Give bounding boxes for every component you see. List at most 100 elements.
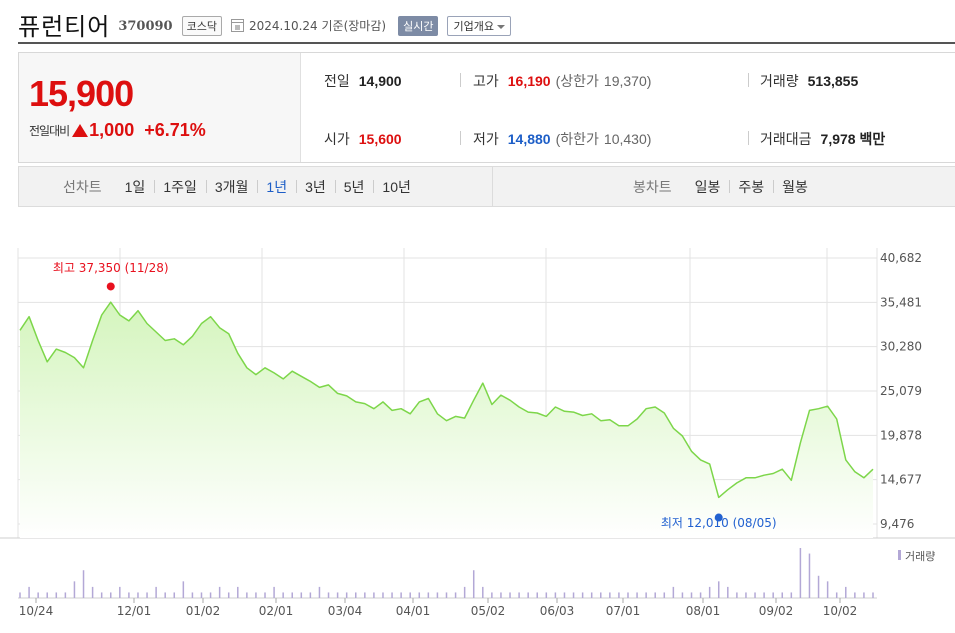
volume-value: 513,855 — [807, 73, 859, 89]
volume-bar — [482, 586, 484, 598]
x-tick-label: 10/24 — [19, 604, 54, 618]
trade-value-value: 7,978 백만 — [820, 131, 886, 147]
quote-panel: 15,900 전일대비 1,000 +6.71% 전일 14,900 시가 15… — [18, 52, 955, 163]
volume-bar — [763, 592, 765, 598]
volume-bar — [590, 592, 593, 598]
volume-bar — [409, 592, 411, 598]
x-tick-label: 09/02 — [759, 604, 794, 618]
volume-bar — [218, 586, 221, 598]
prev-close-value: 14,900 — [358, 73, 402, 89]
volume-bar — [418, 592, 421, 598]
tab-monthly[interactable]: 월봉 — [773, 177, 817, 197]
volume-bar — [609, 592, 611, 598]
volume-bar — [491, 592, 493, 598]
volume-bar — [427, 592, 430, 598]
volume-bar — [273, 586, 275, 598]
volume-bar — [109, 592, 112, 598]
tab-3-years[interactable]: 3년 — [296, 177, 335, 197]
y-tick-label: 19,878 — [880, 428, 922, 442]
volume-bar — [137, 592, 139, 598]
candle-chart-tabs: 봉차트 일봉 주봉 월봉 — [633, 167, 817, 206]
volume-bar — [581, 592, 584, 598]
volume-bar — [155, 586, 157, 598]
volume-bar — [91, 586, 94, 598]
y-tick-label: 30,280 — [880, 340, 922, 354]
tab-5-years[interactable]: 5년 — [334, 177, 374, 197]
volume-bar — [854, 592, 856, 598]
tab-weekly[interactable]: 주봉 — [729, 177, 773, 197]
volume-bar — [618, 592, 620, 598]
volume-bar — [572, 592, 575, 598]
volume-bar — [872, 592, 874, 598]
volume-bar — [863, 592, 865, 598]
tab-10-years[interactable]: 10년 — [373, 177, 419, 197]
divider — [748, 131, 749, 145]
x-tick-label: 08/01 — [686, 604, 721, 618]
high-label: 고가 — [473, 73, 499, 89]
chevron-down-icon — [496, 24, 505, 29]
volume-bar — [309, 592, 312, 598]
volume-bar — [391, 592, 393, 598]
volume-bar — [672, 586, 675, 598]
company-overview-button[interactable]: 기업개요 — [447, 15, 511, 36]
volume-bar — [336, 592, 339, 598]
volume-bar — [119, 586, 121, 598]
volume-bar — [636, 592, 638, 598]
volume-bar — [627, 592, 629, 598]
market-badge: 코스닥 — [181, 15, 222, 36]
x-tick-label: 04/01 — [396, 604, 431, 618]
price-chart: 거래량 40,682 35,481 30,280 25,079 19,878 14,677… — [0, 248, 955, 618]
low-label: 저가 — [473, 131, 499, 147]
chart-period-tabs: 선차트 1일 1주일 3개월 1년 3년 5년 10년 봉차트 일봉 주봉 월봉 — [18, 166, 955, 207]
tab-1-day[interactable]: 1일 — [124, 178, 146, 195]
volume-bar — [727, 586, 729, 598]
volume-bar — [835, 592, 838, 598]
triangle-up-icon — [72, 124, 89, 137]
volume-bar — [518, 592, 520, 598]
volume-bar — [400, 592, 402, 598]
y-tick-label: 14,677 — [880, 473, 922, 487]
x-tick-label: 06/03 — [540, 604, 575, 618]
trade-value-cell: 거래대금 7,978 백만 — [760, 129, 885, 149]
candle-chart-title: 봉차트 — [633, 179, 672, 196]
x-tick-label: 01/02 — [186, 604, 221, 618]
high-cell: 고가 16,190 (상한가 19,370) — [473, 71, 651, 91]
low-value: 14,880 — [507, 131, 551, 147]
tab-1-week[interactable]: 1주일 — [154, 177, 206, 197]
calendar-icon — [230, 19, 244, 32]
tab-daily[interactable]: 일봉 — [694, 178, 721, 195]
tab-1-year[interactable]: 1년 — [257, 177, 296, 197]
volume-bar — [327, 592, 330, 598]
volume-bar — [736, 592, 738, 598]
volume-bar — [454, 592, 457, 598]
realtime-button[interactable]: 실시간 — [398, 15, 439, 36]
min-marker — [714, 513, 723, 522]
date-text: 2024.10.24 기준(장마감) — [248, 19, 387, 33]
lower-limit-label: (하한가 — [555, 131, 599, 147]
volume-bar — [246, 592, 248, 598]
x-tick-label: 03/04 — [328, 604, 363, 618]
volume-bar — [663, 592, 666, 598]
max-marker — [106, 282, 115, 291]
volume-legend-swatch — [898, 550, 901, 560]
y-axis: 40,682 35,481 30,280 25,079 19,878 14,677 9,47… — [880, 251, 922, 531]
volume-bar — [563, 592, 566, 598]
volume-bar — [209, 592, 212, 598]
volume-bar — [364, 592, 366, 598]
tab-3-months[interactable]: 3개월 — [205, 177, 258, 197]
line-chart-title: 선차트 — [63, 179, 102, 196]
volume-bar — [536, 592, 538, 598]
price-line — [19, 301, 874, 499]
volume-bar — [826, 581, 829, 598]
volume-bar — [681, 592, 684, 598]
y-tick-label: 35,481 — [880, 295, 922, 309]
volume-bar — [654, 592, 656, 598]
volume-bar — [509, 592, 511, 598]
volume-bar — [282, 592, 284, 598]
company-overview-label: 기업개요 — [453, 19, 494, 33]
volume-bar — [355, 592, 357, 598]
change-percent: +6.71% — [144, 120, 206, 140]
volume-bar — [445, 592, 448, 598]
volume-bar — [264, 592, 266, 598]
high-value: 16,190 — [507, 73, 551, 89]
